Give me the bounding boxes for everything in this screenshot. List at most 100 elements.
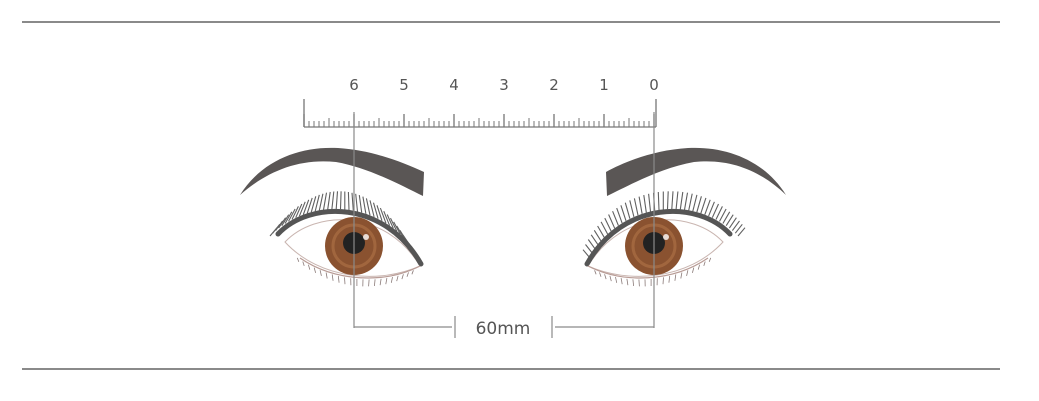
upper-lash: [708, 201, 715, 217]
pupillary-distance-dimension: 60mm: [354, 316, 654, 339]
upper-lash: [331, 191, 335, 210]
right-lower-lashes: [594, 257, 712, 287]
upper-lash: [711, 203, 720, 218]
upper-lash: [362, 196, 367, 214]
ruler-label-5: 5: [399, 76, 409, 94]
lower-lash: [686, 270, 689, 276]
lower-lash: [296, 257, 300, 262]
lower-lash: [638, 279, 640, 287]
lower-lash: [325, 272, 328, 279]
upper-lash: [390, 217, 398, 232]
upper-lash: [731, 220, 740, 231]
upper-lash: [355, 193, 359, 212]
ruler-label-6: 6: [349, 76, 359, 94]
lower-lash: [344, 277, 346, 285]
upper-lash: [585, 244, 594, 254]
upper-lash: [666, 191, 669, 210]
upper-lash: [327, 191, 331, 210]
upper-lash: [643, 195, 647, 213]
upper-lash: [692, 194, 698, 212]
lower-lash: [708, 257, 712, 262]
upper-lash: [295, 203, 303, 218]
lower-lash: [668, 275, 671, 283]
upper-lash: [620, 205, 627, 221]
upper-lash: [633, 198, 639, 216]
upper-lash: [671, 191, 674, 210]
upper-lash: [593, 230, 602, 242]
right-eyebrow: [606, 147, 786, 196]
upper-lash: [657, 191, 660, 211]
right-eye: [582, 191, 746, 287]
lower-lash: [302, 261, 305, 267]
left-highlight: [363, 234, 369, 240]
ruler-ticks: [303, 99, 657, 127]
upper-lash: [379, 207, 387, 224]
lower-lash: [599, 272, 602, 277]
lower-lash: [692, 267, 695, 274]
lower-lash: [385, 278, 388, 285]
upper-lash: [688, 193, 693, 211]
upper-lash: [616, 207, 623, 224]
lower-lash: [632, 279, 634, 287]
upper-lash: [624, 202, 631, 219]
left-eyebrow: [240, 147, 424, 196]
upper-lash: [679, 191, 684, 210]
upper-lash: [298, 201, 306, 217]
lower-lash: [411, 270, 414, 275]
upper-lash: [351, 192, 354, 211]
lower-lash: [319, 270, 322, 276]
upper-lash: [314, 194, 320, 212]
upper-lash: [675, 191, 679, 210]
upper-lash: [600, 221, 609, 235]
upper-lash: [683, 192, 689, 210]
lower-lash: [626, 278, 629, 286]
right-highlight: [663, 234, 669, 240]
upper-lash: [347, 191, 350, 211]
upper-lash: [306, 197, 313, 214]
right-upper-lashes: [582, 191, 746, 259]
ruler-labels: 6 5 4 3 2 1 0: [349, 76, 659, 94]
lower-lash: [368, 279, 370, 287]
upper-lash: [278, 217, 287, 229]
upper-lash: [335, 191, 339, 210]
upper-lash: [629, 200, 635, 218]
lower-lash: [615, 277, 618, 283]
lower-lash: [697, 264, 700, 270]
lower-lash: [674, 274, 677, 281]
upper-lash: [396, 225, 405, 238]
ruler-label-3: 3: [499, 76, 509, 94]
upper-lash: [369, 200, 375, 218]
upper-lash: [722, 211, 731, 224]
left-lower-lid: [299, 257, 421, 279]
upper-lash: [318, 193, 324, 211]
upper-lash: [737, 227, 746, 237]
upper-lash: [719, 208, 727, 222]
upper-lash: [728, 217, 737, 229]
upper-lash: [302, 199, 310, 215]
upper-lash: [383, 210, 391, 226]
upper-lash: [322, 192, 328, 210]
lower-lash: [594, 270, 597, 275]
upper-lash: [648, 193, 652, 212]
ruler-label-1: 1: [599, 76, 609, 94]
distance-label: 60mm: [476, 319, 531, 339]
ruler-label-2: 2: [549, 76, 559, 94]
upper-lash: [590, 234, 599, 246]
upper-lash: [275, 220, 284, 231]
lower-lash: [401, 274, 404, 280]
lower-lash: [609, 275, 612, 282]
left-upper-lashes: [269, 191, 419, 259]
lower-lash: [662, 277, 664, 285]
lower-lash: [313, 267, 316, 274]
upper-lash: [288, 208, 296, 222]
upper-lash: [704, 199, 711, 215]
lower-lash: [406, 272, 409, 277]
lower-lash: [374, 279, 376, 287]
lower-lash: [331, 274, 334, 281]
left-eyelid-line: [275, 208, 424, 267]
lower-lash: [308, 264, 311, 270]
lower-lash: [337, 275, 340, 283]
lower-lash: [620, 278, 623, 285]
upper-lash: [696, 196, 702, 213]
